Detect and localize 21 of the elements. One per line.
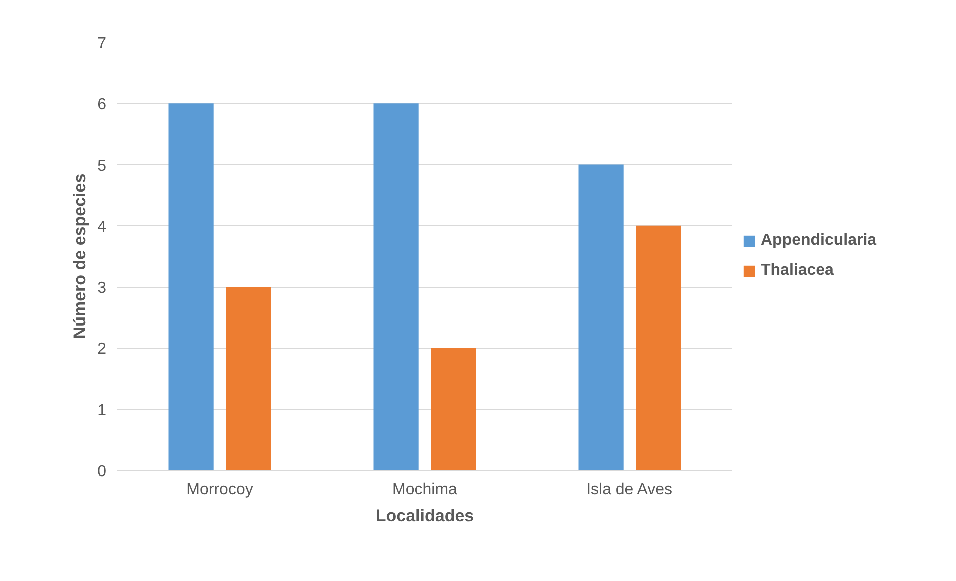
y-tick-label: 4 <box>98 218 107 236</box>
y-axis-title: Número de especies <box>70 174 90 340</box>
y-tick-label: 3 <box>98 280 107 298</box>
x-axis-title: Localidades <box>376 506 474 526</box>
y-tick-label: 7 <box>98 36 107 52</box>
y-tick-label: 5 <box>98 158 107 175</box>
bar <box>168 104 214 470</box>
x-tick-label: Mochima <box>392 482 458 498</box>
bar <box>578 164 624 470</box>
y-tick-label: 6 <box>98 96 107 114</box>
y-tick-label: 2 <box>98 341 107 358</box>
x-tick-label: Isla de Aves <box>586 482 673 498</box>
y-tick-label: 1 <box>98 402 107 420</box>
y-tick-label: 0 <box>98 464 107 480</box>
bar <box>226 287 272 470</box>
bar <box>374 104 419 470</box>
legend-label: Appendicularia <box>761 232 877 250</box>
legend-label: Thaliacea <box>761 262 834 280</box>
bar <box>636 226 682 470</box>
bar <box>431 348 476 470</box>
x-tick-label: Morrocoy <box>186 482 254 498</box>
